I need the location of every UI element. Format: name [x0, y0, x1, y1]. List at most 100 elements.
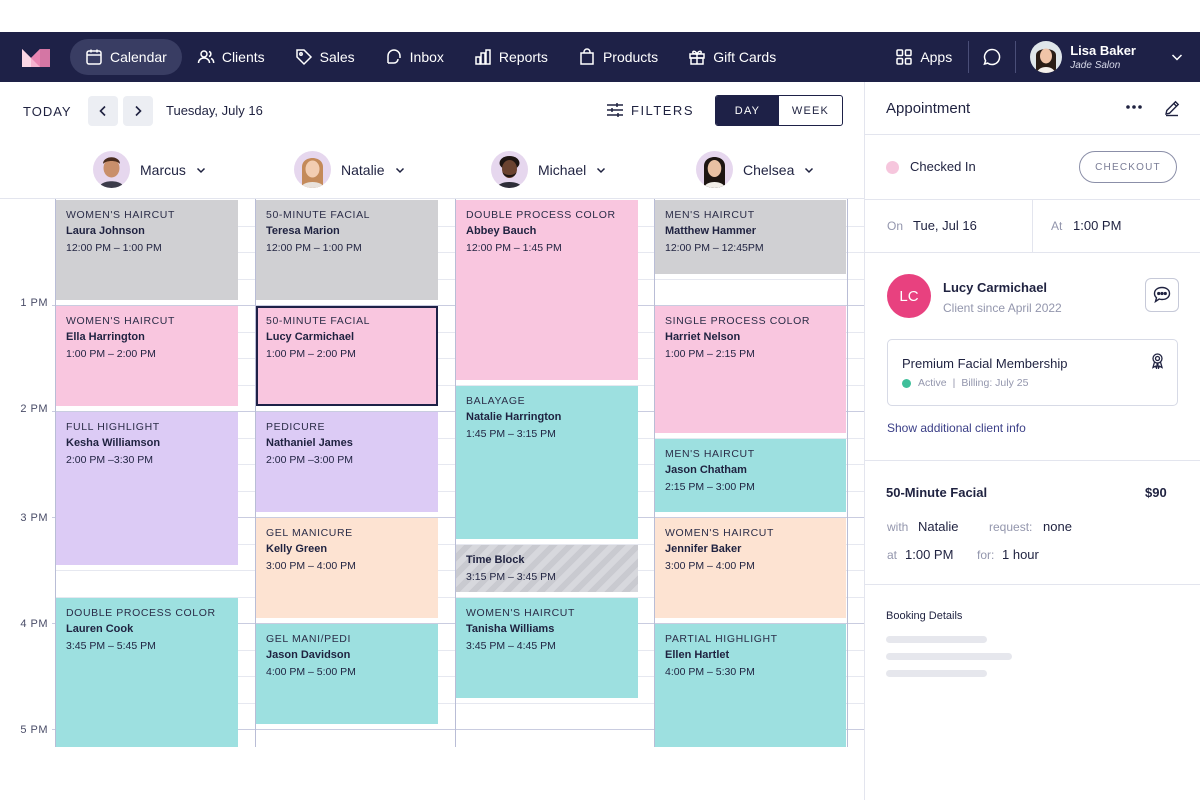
client-avatar: LC [887, 274, 931, 318]
staff-header-row: Marcus Natalie Michael Chelsea [0, 140, 864, 199]
nav-inbox[interactable]: Inbox [370, 39, 459, 75]
view-day-option[interactable]: DAY [716, 96, 779, 125]
nav-chat-button[interactable] [969, 32, 1015, 82]
appointment-service: Pedicure [266, 421, 326, 433]
appointment-client: Nathaniel James [266, 437, 353, 449]
appointment-block[interactable]: Single Process Color Harriet Nelson 1:00 P… [655, 306, 846, 433]
appointment-block[interactable]: Men's Haircut Jason Chatham 2:15 PM – 3:00… [655, 438, 846, 512]
nav-sales[interactable]: Sales [280, 39, 370, 75]
appointment-service: Men's Haircut [665, 209, 755, 221]
today-button[interactable]: TODAY [23, 104, 72, 119]
booking-details-section: Booking Details [865, 585, 1200, 705]
service-duration[interactable]: 1 hour [1002, 547, 1039, 562]
shopping-bag-icon [580, 48, 594, 65]
nav-gift-cards[interactable]: Gift Cards [673, 39, 791, 75]
appointment-service: Full Highlight [66, 421, 160, 433]
status-dot [886, 161, 899, 174]
user-info: Lisa Baker Jade Salon [1070, 43, 1136, 71]
appointment-time[interactable]: 1:00 PM [1073, 218, 1122, 233]
time-block[interactable]: Time Block 3:15 PM – 3:45 PM [456, 544, 638, 592]
hour-label: 2 PM [20, 403, 48, 415]
more-options-icon[interactable] [1123, 96, 1145, 118]
next-day-button[interactable] [123, 96, 153, 126]
client-since: Client since April 2022 [943, 301, 1062, 315]
hour-label: 1 PM [20, 297, 48, 309]
nav-reports[interactable]: Reports [459, 39, 563, 75]
column-separator [455, 199, 456, 747]
appointment-block[interactable]: 50-Minute Facial Lucy Carmichael 1:00 PM –… [256, 306, 438, 406]
staff-avatar [93, 151, 130, 188]
user-menu[interactable]: Lisa Baker Jade Salon [1016, 41, 1200, 73]
appointment-client: Natalie Harrington [466, 410, 562, 423]
staff-avatar [696, 151, 733, 188]
nav-products[interactable]: Products [563, 39, 673, 75]
appointment-time: 2:00 PM –3:00 PM [266, 454, 353, 466]
appointment-service: Single Process Color [665, 315, 811, 327]
time-block-label: Time Block [466, 553, 525, 566]
panel-title: Appointment [886, 100, 971, 117]
calendar-toolbar: TODAY Tuesday, July 16 FILTERS DAY WEEK [0, 82, 864, 140]
appointment-time: 2:00 PM –3:30 PM [66, 454, 153, 466]
appointment-block[interactable]: Gel Mani/Pedi Jason Davidson 4:00 PM – 5:0… [256, 624, 438, 724]
view-toggle: DAY WEEK [715, 95, 843, 126]
appointment-client: Ella Harrington [66, 331, 145, 343]
appointment-block[interactable]: Partial Highlight Ellen Hartlet 4:00 PM – … [655, 624, 846, 747]
on-label: On [887, 219, 904, 233]
filters-button[interactable]: FILTERS [606, 102, 694, 118]
nav-divider [968, 41, 970, 73]
status-text: Checked In [910, 159, 976, 174]
request-value[interactable]: none [1043, 519, 1072, 534]
membership-name: Premium Facial Membership [902, 356, 1068, 371]
appointment-block[interactable]: Full Highlight Kesha Williamson 2:00 PM –3… [56, 412, 238, 565]
message-client-button[interactable] [1145, 278, 1179, 312]
user-avatar [1030, 41, 1063, 73]
checkout-button[interactable]: CHECKOUT [1079, 151, 1177, 183]
nav-apps[interactable]: Apps [895, 48, 968, 66]
previous-day-button[interactable] [88, 96, 118, 126]
nav-clients[interactable]: Clients [182, 39, 280, 75]
appointment-client: Laura Johnson [66, 225, 145, 237]
appointment-block[interactable]: Women's Haircut Ella Harrington 1:00 PM – … [56, 306, 238, 406]
staff-selector-michael[interactable]: Michael [491, 151, 607, 188]
appointment-time: 1:00 PM – 2:00 PM [266, 348, 356, 360]
nav-calendar[interactable]: Calendar [70, 39, 182, 75]
appointment-block[interactable]: Women's Haircut Tanisha Williams 3:45 PM –… [456, 597, 638, 698]
appointment-block[interactable]: Women's Haircut Jennifer Baker 3:00 PM – 4… [655, 518, 846, 618]
staff-selector-marcus[interactable]: Marcus [93, 151, 207, 188]
appointment-block[interactable]: Men's Haircut Matthew Hammer 12:00 PM – 12… [655, 200, 846, 274]
column-separator [847, 199, 848, 747]
edit-pencil-icon[interactable] [1163, 99, 1181, 117]
panel-header: Appointment [865, 82, 1200, 135]
staff-selector-natalie[interactable]: Natalie [294, 151, 406, 188]
staff-name: Michael [538, 161, 587, 178]
chevron-down-icon [1171, 54, 1183, 61]
appointment-time: 3:00 PM – 4:00 PM [665, 560, 755, 572]
staff-selector-chelsea[interactable]: Chelsea [696, 151, 815, 188]
service-start-time[interactable]: 1:00 PM [905, 547, 954, 562]
appointment-date[interactable]: Tue, Jul 16 [913, 218, 977, 233]
appointment-block[interactable]: Women's Haircut Laura Johnson 12:00 PM – 1… [56, 200, 238, 300]
brand-logo[interactable] [22, 47, 50, 67]
sliders-icon [607, 103, 623, 117]
appointment-service: Balayage [466, 394, 526, 407]
appointment-block[interactable]: Pedicure Nathaniel James 2:00 PM –3:00 PM [256, 412, 438, 512]
appointment-client: Matthew Hammer [665, 225, 757, 237]
view-week-option[interactable]: WEEK [791, 104, 830, 117]
show-client-info-link[interactable]: Show additional client info [887, 421, 1026, 435]
appointment-block[interactable]: Double Process Color Abbey Bauch 12:00 PM … [456, 200, 638, 380]
clients-icon [197, 50, 215, 64]
membership-card[interactable]: Premium Facial Membership Active | Billi… [887, 339, 1178, 406]
appointment-service: Gel Manicure [266, 527, 353, 539]
appointment-block[interactable]: Balayage Natalie Harrington 1:45 PM – 3:15… [456, 385, 638, 539]
with-label: with [887, 520, 909, 534]
client-name[interactable]: Lucy Carmichael [943, 280, 1048, 295]
appointment-service: Double Process Color [466, 209, 616, 221]
appointment-block[interactable]: Double Process Color Lauren Cook 3:45 PM –… [56, 597, 238, 747]
appointment-block[interactable]: 50-Minute Facial Teresa Marion 12:00 PM – … [256, 200, 438, 300]
staff-name: Natalie [341, 161, 385, 178]
gift-icon [689, 50, 705, 65]
appointment-block[interactable]: Gel Manicure Kelly Green 3:00 PM – 4:00 PM [256, 518, 438, 618]
hour-label: 3 PM [20, 512, 48, 524]
loading-placeholder [886, 653, 1012, 660]
service-provider[interactable]: Natalie [918, 519, 959, 534]
